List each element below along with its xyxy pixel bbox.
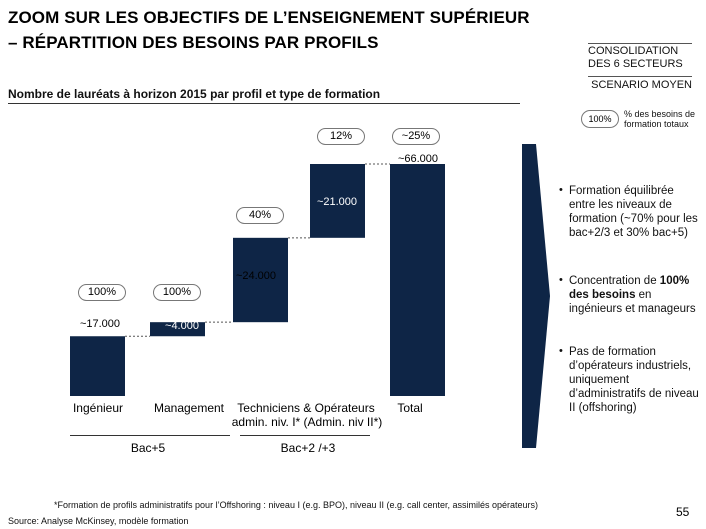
- bullet-dot-icon: •: [559, 274, 563, 286]
- bullet-dot-icon: •: [559, 345, 563, 357]
- legend-text: % des besoins de formation totaux: [624, 109, 696, 129]
- bar-tech-upper: [310, 164, 365, 238]
- bullet-1: • Formation équilibrée entre les niveaux…: [556, 184, 702, 240]
- bullet-3: • Pas de formation d’opérateurs industri…: [556, 345, 702, 415]
- page-title-line2: – RÉPARTITION DES BESOINS PAR PROFILS: [8, 33, 379, 52]
- bullet-dot-icon: •: [559, 184, 563, 196]
- category-techniciens-line1: Techniciens & Opérateurs: [237, 401, 375, 415]
- group-label-bac5: Bac+5: [130, 441, 166, 455]
- category-ingenieur: Ingénieur: [72, 401, 124, 415]
- scenario-tag: SCENARIO MOYEN: [588, 76, 692, 91]
- bar-tech-lower: [233, 237, 288, 323]
- source: Source: Analyse McKinsey, modèle formati…: [8, 516, 189, 526]
- consolidation-tag-line2: DES 6 SECTEURS: [588, 58, 683, 70]
- arrow-shape: [522, 144, 550, 448]
- bullet-1-text: Formation équilibrée entre les niveaux d…: [569, 185, 698, 239]
- bar-label-tech-upper: ~21.000: [316, 196, 358, 208]
- chart-header: Nombre de lauréats à horizon 2015 par pr…: [8, 84, 520, 104]
- bar-total: [390, 164, 445, 396]
- arrow-divider: [522, 144, 550, 448]
- share-pill-tech-upper: 12%: [317, 128, 365, 145]
- group-label-bac23: Bac+2 /+3: [280, 441, 336, 455]
- waterfall-chart: [70, 163, 445, 396]
- bullet-2: • Concentration de 100% des besoins en i…: [556, 274, 702, 316]
- consolidation-tag-line1: CONSOLIDATION: [588, 43, 692, 57]
- share-pill-management: 100%: [153, 284, 201, 301]
- chart-panel: ~17.000 ~4.000 ~24.000 ~21.000 ~66.000 1…: [8, 104, 520, 489]
- page-number: 55: [676, 505, 690, 519]
- bar-ingenieur: [70, 336, 125, 396]
- bar-label-total: ~66.000: [397, 153, 439, 165]
- category-management: Management: [153, 401, 225, 415]
- chart-header-text: Nombre de lauréats à horizon 2015 par pr…: [8, 87, 381, 101]
- group-line-bac5: [70, 435, 230, 436]
- category-total: Total: [397, 401, 423, 415]
- footnote: *Formation de profils administratifs pou…: [54, 500, 539, 510]
- share-pill-total: ~25%: [392, 128, 440, 145]
- bar-label-tech-lower: ~24.000: [235, 270, 277, 282]
- bar-label-management: ~4.000: [165, 320, 199, 332]
- category-techniciens-line2: admin. niv. I* (Admin. niv II*): [231, 415, 383, 429]
- legend-pill: 100%: [581, 110, 619, 128]
- bullet-3-text: Pas de formation d’opérateurs industriel…: [569, 346, 699, 414]
- share-pill-tech-lower: 40%: [236, 207, 284, 224]
- share-pill-ingenieur: 100%: [78, 284, 126, 301]
- bar-management: [150, 322, 205, 337]
- group-line-bac23: [240, 435, 370, 436]
- bar-label-ingenieur: ~17.000: [79, 318, 121, 330]
- bullet-2-text: Concentration de 100% des besoins en ing…: [569, 275, 696, 315]
- page-title-line1: ZOOM SUR LES OBJECTIFS DE L’ENSEIGNEMENT…: [8, 8, 530, 27]
